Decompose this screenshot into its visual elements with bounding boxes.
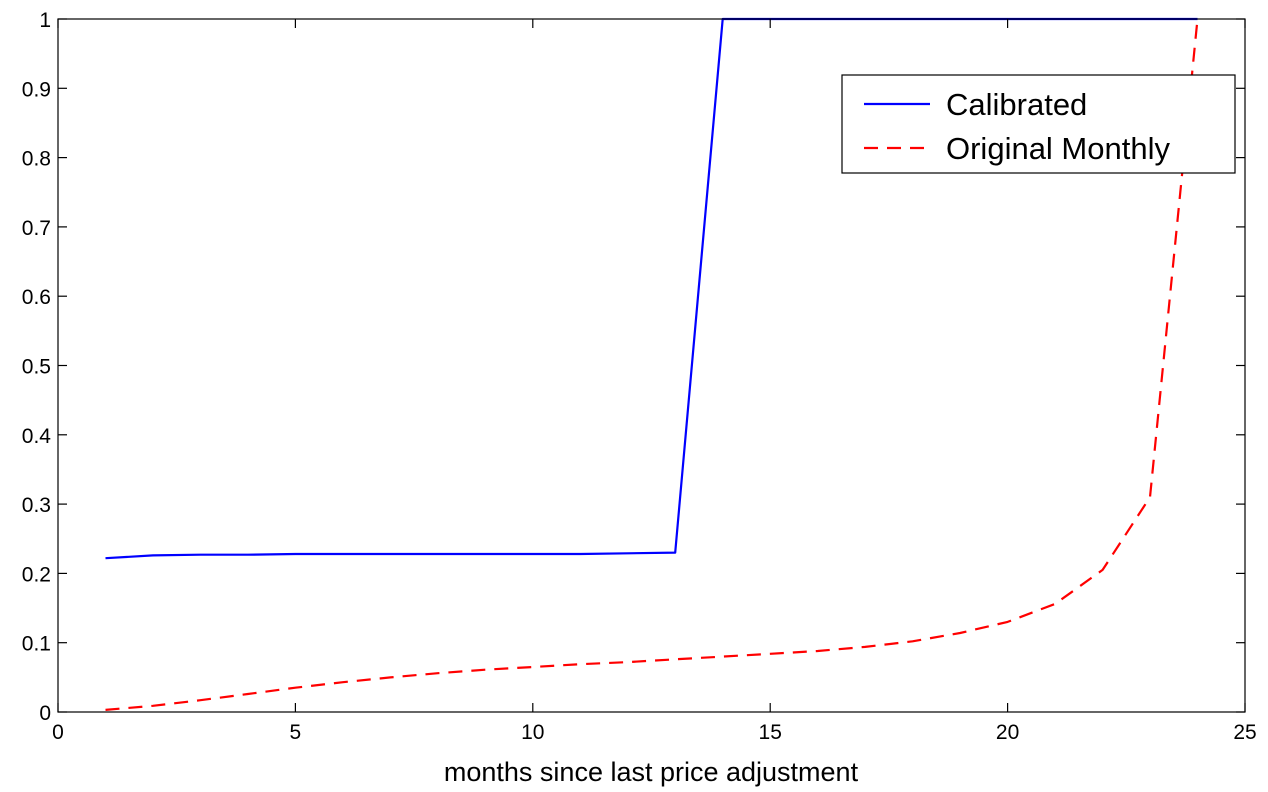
axis-ticks: 0 5 10 15 20 25 0 0.1 0.2 0.3 0.4 0.5 0.6 0.7 0.8 0.9 1 — [22, 9, 1257, 744]
x-tick-label: 15 — [759, 721, 782, 744]
y-tick-label: 0.4 — [22, 425, 52, 448]
legend-label-1: Original Monthly — [946, 131, 1170, 166]
x-tick-label: 25 — [1233, 721, 1256, 744]
y-tick-label: 0.8 — [22, 148, 51, 171]
legend: Calibrated Original Monthly — [841, 74, 1236, 174]
y-tick-label: 1 — [39, 9, 51, 32]
y-tick-label: 0.1 — [22, 633, 51, 656]
legend-box — [841, 74, 1236, 174]
x-tick-label: 0 — [52, 721, 64, 744]
x-tick-label: 10 — [521, 721, 544, 744]
y-tick-label: 0.6 — [22, 286, 51, 309]
x-tick-label: 20 — [996, 721, 1019, 744]
y-tick-label: 0.3 — [22, 494, 51, 517]
y-tick-label: 0.2 — [22, 563, 51, 586]
y-tick-label: 0.9 — [22, 78, 51, 101]
x-tick-label: 5 — [290, 721, 302, 744]
y-tick-label: 0.7 — [22, 217, 51, 240]
x-axis-title: months since last price adjustment — [444, 757, 859, 787]
y-tick-label: 0.5 — [22, 356, 51, 379]
legend-label-0: Calibrated — [946, 87, 1087, 122]
y-tick-label: 0 — [39, 702, 51, 725]
